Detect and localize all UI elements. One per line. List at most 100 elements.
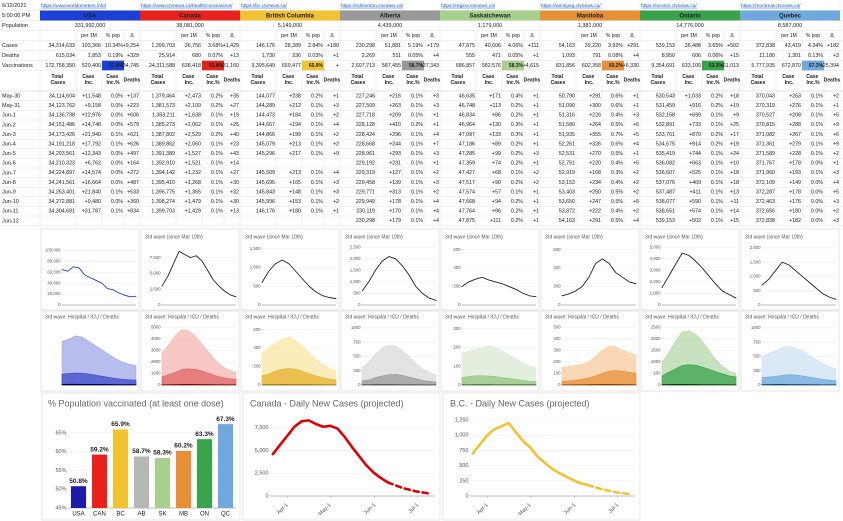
region-url[interactable]: https://edmonton.ctvnews.ca/	[341, 3, 404, 9]
y-tick-label: 0	[158, 302, 161, 307]
cell-value: +74	[492, 161, 501, 167]
cell-value: +1	[633, 93, 639, 99]
cell-value: +497	[127, 151, 139, 157]
cell-value: +6,762	[85, 161, 101, 167]
stat-value: 34,314,633	[48, 43, 75, 49]
stat-value: 672,870	[782, 63, 801, 69]
cell-value: 145,509	[256, 170, 275, 176]
cell-value: 537,487	[656, 189, 675, 195]
cell-value: 51,935	[559, 132, 575, 138]
y-tick-label: 200	[453, 284, 461, 289]
cell-value: +4	[833, 180, 839, 186]
cell-value: +296	[389, 132, 401, 138]
cell-value: +209	[389, 113, 401, 119]
stat-value: 58.3%	[509, 63, 524, 69]
x-category-label: SK	[158, 512, 166, 518]
region-url[interactable]: https://www.worldometers.info/	[41, 3, 107, 9]
bar	[70, 486, 87, 508]
cell-value: 34,203,561	[48, 151, 75, 157]
cell-value: 0.2%	[711, 132, 723, 138]
cell-value: +68	[492, 170, 501, 176]
cell-value: +916	[689, 103, 701, 109]
cell-value: 0.1%	[311, 209, 323, 215]
y-tick-label: 250	[753, 368, 761, 373]
cell-value: +250	[589, 189, 601, 195]
line	[386, 481, 432, 496]
cell-value: 0.1%	[811, 170, 823, 176]
date: 6/12/2021	[2, 3, 26, 9]
y-tick-label: 5,000	[255, 448, 269, 454]
y-tick-label: 80,000	[47, 259, 61, 264]
column-header: Case Inc.%	[506, 74, 520, 86]
cell-value: +1	[433, 122, 439, 128]
date-label: Jun-10	[2, 199, 19, 205]
cell-value: 0.2%	[511, 218, 523, 224]
cell-value: +1	[533, 141, 539, 147]
y-tick-label: 300	[453, 326, 461, 331]
region-url[interactable]: https://toronto.ctvnews.ca/	[641, 3, 697, 9]
y-tick-label: 0	[358, 302, 361, 307]
cell-value: 0.0%	[111, 93, 123, 99]
region-url[interactable]: https://regina.ctvnews.ca/	[441, 3, 496, 9]
cell-value: 0.1%	[711, 199, 723, 205]
cell-value: 53,650	[559, 199, 575, 205]
stat-value: +4	[633, 53, 639, 59]
population: 14,776,000	[676, 23, 704, 29]
cell-value: 0.1%	[811, 113, 823, 119]
stat-value: +6,330	[623, 63, 639, 69]
vaccination-highlight	[402, 60, 424, 71]
date-label: May-31	[2, 103, 20, 109]
stat-column-header: % pop	[706, 33, 720, 39]
region-name: USA	[84, 13, 97, 19]
y-tick-label: 65%	[55, 430, 66, 436]
cell-value: 370,527	[756, 113, 775, 119]
cell-value: +31,787	[82, 209, 101, 215]
cell-value: +238	[289, 93, 301, 99]
stat-value: 65.9%	[309, 63, 324, 69]
cell-value: +1,232	[185, 170, 201, 176]
stat-column-header: Δ	[330, 33, 334, 39]
cell-value: +3	[333, 103, 339, 109]
cell-value: +870	[689, 132, 701, 138]
stat-value: +25,394	[820, 63, 839, 69]
cell-value: +86	[492, 113, 501, 119]
cell-value: 1,392,910	[151, 161, 175, 167]
cell-value: +3	[633, 113, 639, 119]
vaccination-highlight	[202, 60, 224, 71]
stat-value: 1,853	[88, 53, 101, 59]
cell-value: 0.2%	[511, 161, 523, 167]
region-url[interactable]: https://montreal.ctvnews.ca/	[741, 3, 801, 9]
y-tick-label: 50%	[55, 487, 66, 493]
line	[561, 258, 637, 297]
column-header: Total Cases	[251, 74, 266, 86]
line	[471, 421, 589, 487]
cell-value: +18	[730, 93, 739, 99]
y-tick-label: 500	[753, 288, 761, 293]
region-url[interactable]: https://bc.ctvnews.ca/	[241, 3, 288, 9]
cell-value: +4	[333, 170, 339, 176]
y-tick-label: 0	[458, 302, 461, 307]
cell-value: 0.1%	[411, 189, 423, 195]
y-tick-label: 1,000	[750, 274, 761, 279]
cell-value: 50,790	[559, 93, 575, 99]
cell-value: +411	[689, 189, 701, 195]
cell-value: +288	[789, 122, 801, 128]
cell-value: 0.1%	[811, 122, 823, 128]
cell-value: +228	[789, 151, 801, 157]
cell-value: +2	[633, 180, 639, 186]
cell-value: +19	[230, 113, 239, 119]
region-url[interactable]: https://winnipeg.ctvnews.ca/	[541, 3, 601, 9]
stat-value: +13	[230, 53, 239, 59]
cell-value: 53,872	[559, 209, 575, 215]
stat-value: 5,777,935	[751, 63, 775, 69]
cell-value: 0.2%	[511, 141, 523, 147]
y-tick-label: 2,500	[150, 286, 161, 291]
cell-value: +14,748	[82, 122, 101, 128]
stat-value: 36,488	[685, 43, 701, 49]
chart-title: 3rd wave (since Mar 10th)	[545, 234, 603, 240]
cell-value: +12,343	[82, 151, 101, 157]
region-url[interactable]: https://www.ctvnews.ca/health/coronaviru…	[141, 3, 233, 9]
y-tick-label: 4,000	[650, 256, 661, 261]
y-tick-label: 0	[58, 302, 61, 307]
